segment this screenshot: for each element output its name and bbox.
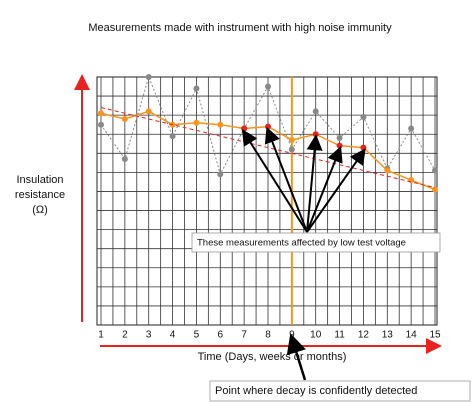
annotation-arrow (242, 129, 308, 233)
data-point (312, 108, 319, 115)
annotation-arrow (306, 148, 366, 233)
x-tick-label: 7 (241, 330, 247, 341)
x-tick-label: 11 (334, 330, 345, 341)
x-tick-label: 12 (358, 330, 370, 341)
data-point (432, 167, 438, 174)
data-point (121, 156, 128, 163)
data-point (336, 142, 343, 149)
plot-frame (96, 76, 438, 326)
x-tick-label: 13 (382, 330, 394, 341)
data-point (432, 186, 438, 193)
data-point (265, 83, 271, 90)
data-point (145, 74, 152, 80)
annotation-arrow (306, 145, 343, 233)
data-point (288, 136, 295, 143)
data-point (336, 135, 343, 142)
data-point (121, 115, 128, 122)
x-axis-label: Time (Days, weeks or months) (198, 351, 347, 363)
grid: 1 2 3 4 5 6 7 8 9 10 11 12 13 14 15 (96, 76, 441, 341)
data-point (217, 121, 224, 128)
annotations: These measurements affected by low test … (191, 126, 471, 402)
data-point (265, 123, 271, 130)
data-point (241, 125, 248, 132)
annotation-arrow (306, 134, 323, 233)
x-tick-label: 10 (310, 330, 322, 341)
x-tick-label: 6 (218, 330, 224, 341)
chart-title: Measurements made with instrument with h… (88, 22, 392, 34)
x-tick-label: 15 (429, 330, 441, 341)
data-point (288, 146, 295, 153)
y-axis-label: resistance (15, 189, 65, 201)
data-point (360, 114, 367, 121)
data-point (408, 125, 415, 132)
x-tick-label: 2 (122, 330, 128, 341)
annotation-text: Point where decay is confidently detecte… (215, 385, 417, 397)
data-point (193, 119, 200, 126)
data-point (193, 85, 200, 92)
y-axis-label: Insulation (16, 174, 63, 186)
annotation-text: These measurements affected by low test … (197, 238, 406, 249)
data-point (360, 144, 367, 151)
x-tick-label: 1 (98, 330, 104, 341)
data-point (217, 171, 224, 178)
x-tick-label: 8 (265, 330, 271, 341)
annotation-arrow (286, 333, 307, 381)
data-point (98, 121, 104, 128)
x-tick-label: 3 (146, 330, 152, 341)
series-line (100, 107, 436, 189)
x-tick-label: 4 (170, 330, 176, 341)
data-point (384, 167, 391, 174)
data-point (98, 110, 104, 117)
y-axis-label: (Ω) (32, 204, 48, 216)
annotation-box (209, 380, 471, 402)
x-tick-label: 5 (194, 330, 200, 341)
data-point (169, 133, 176, 140)
data-point (312, 131, 319, 138)
x-tick-label: 14 (406, 330, 418, 341)
annotation-box (191, 232, 441, 253)
annotation-arrow (264, 126, 308, 233)
data-point (145, 108, 152, 115)
